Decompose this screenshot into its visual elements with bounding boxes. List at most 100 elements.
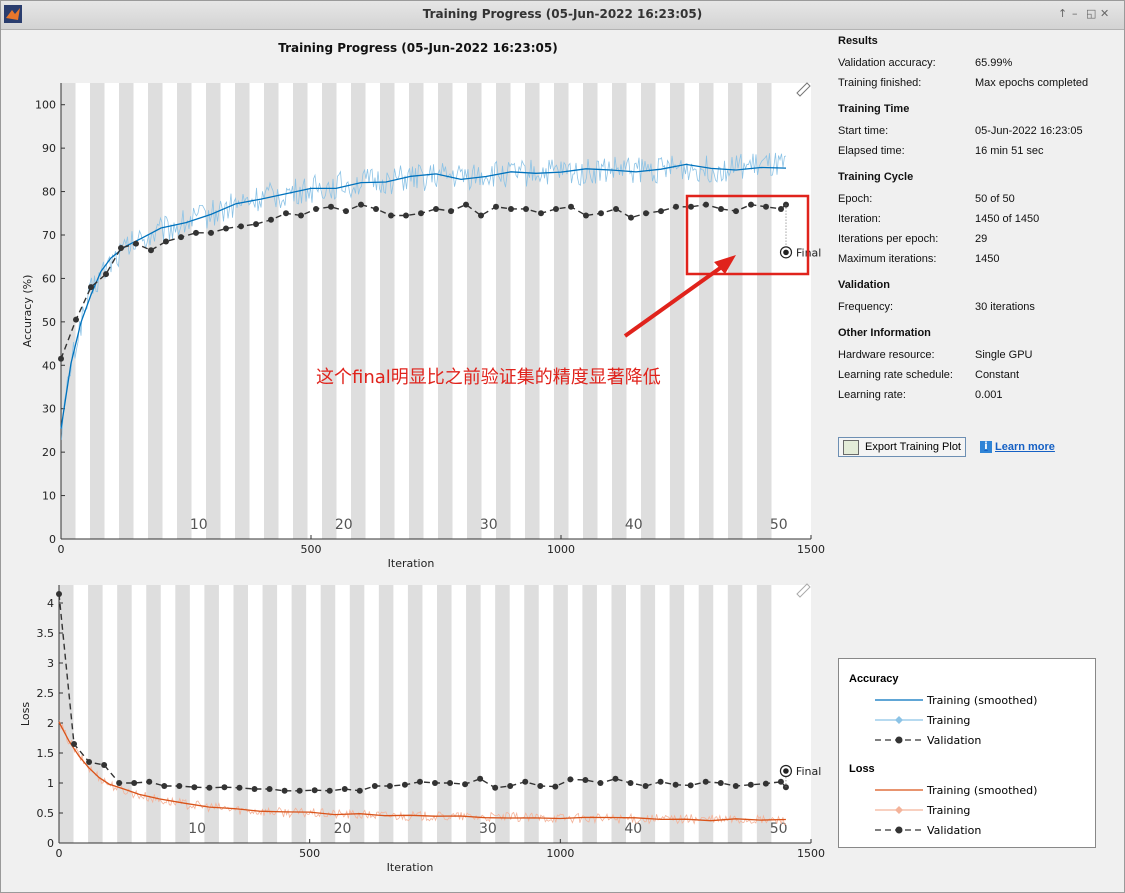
legend-acc-training: Training <box>875 710 970 730</box>
validation-point <box>73 316 79 323</box>
info-value: 50 of 50 <box>975 193 1015 205</box>
epoch-band <box>293 83 308 539</box>
legend-acc-smoothed: Training (smoothed) <box>875 690 1037 710</box>
validation-point <box>328 203 334 210</box>
validation-point <box>148 247 154 254</box>
validation-point <box>552 783 559 790</box>
training-time-section: Training Time Start time: 05-Jun-2022 16:… <box>838 103 1118 161</box>
legend-loss-validation-swatch <box>875 826 923 834</box>
validation-point <box>193 229 199 236</box>
arrow-head <box>714 255 736 274</box>
epoch-label: 20 <box>335 517 353 533</box>
y-tick-label: 1.5 <box>37 747 55 760</box>
validation-point <box>477 775 484 782</box>
validation-point <box>433 205 439 212</box>
epoch-label: 40 <box>625 517 643 533</box>
epoch-band <box>756 585 772 843</box>
epoch-band <box>291 585 307 843</box>
training-plots: Training Progress (05-Jun-2022 16:23:05)… <box>19 41 825 874</box>
validation-point <box>191 784 198 791</box>
accuracy-plot: 10 20 30 40 500 500 1000 1500010203040506070809… <box>21 83 825 570</box>
validation-point <box>88 284 94 291</box>
epoch-band <box>349 585 365 843</box>
validation-point <box>537 783 544 789</box>
export-plot-icon <box>843 439 859 455</box>
legend-loss-smoothed: Training (smoothed) <box>875 780 1037 800</box>
info-key: Epoch: <box>838 193 873 205</box>
close-icon[interactable]: ✕ <box>1100 7 1120 20</box>
epoch-band <box>262 585 278 843</box>
training-cycle-heading: Training Cycle <box>838 171 914 183</box>
epoch-band <box>204 585 219 843</box>
minimize-icon[interactable]: – <box>1072 7 1088 20</box>
x-tick-label: 0 <box>58 543 65 556</box>
matlab-icon <box>4 5 22 23</box>
legend-loss-heading: Loss <box>849 763 875 775</box>
epoch-label: 10 <box>190 517 208 533</box>
validation-point <box>703 201 709 208</box>
training-raw-line <box>59 720 787 826</box>
epoch-band <box>583 83 598 539</box>
results-section: Results Validation accuracy: 65.99% Train… <box>838 35 1118 93</box>
title-bar[interactable]: Training Progress (05-Jun-2022 16:23:05)… <box>1 1 1124 30</box>
epoch-band <box>640 585 656 843</box>
info-key: Frequency: <box>838 301 894 313</box>
final-marker-dot <box>783 249 789 256</box>
epoch-band <box>90 83 105 539</box>
accuracy-plot-edit-icon[interactable] <box>796 82 811 97</box>
y-tick-label: 50 <box>42 316 56 329</box>
legend-loss-training-swatch <box>875 806 923 814</box>
pin-icon[interactable]: ↑ <box>1058 7 1078 20</box>
epoch-band <box>148 83 163 539</box>
epoch-band <box>206 83 221 539</box>
plot-area <box>59 585 811 843</box>
validation-point <box>86 759 93 765</box>
validation-point <box>538 210 544 217</box>
validation-point <box>298 212 304 219</box>
epoch-band <box>553 585 568 843</box>
x-axis-label: Iteration <box>388 557 435 570</box>
loss-plot-edit-icon[interactable] <box>796 583 811 598</box>
validation-point <box>401 781 408 788</box>
validation-point <box>101 762 108 768</box>
legend-label: Training (smoothed) <box>927 783 1038 797</box>
final-label: Final <box>796 765 821 778</box>
epoch-band <box>670 83 685 539</box>
validation-point <box>341 786 348 792</box>
validation-point <box>553 205 559 212</box>
validation-point <box>418 210 424 217</box>
validation-point <box>103 271 109 278</box>
info-panel: Results Validation accuracy: 65.99% Train… <box>838 35 1118 415</box>
info-key: Iterations per epoch: <box>838 233 939 245</box>
epoch-label: 40 <box>624 821 642 837</box>
validation-point <box>403 212 409 219</box>
validation-point <box>251 786 258 792</box>
validation-point <box>747 781 754 788</box>
export-training-plot-button[interactable]: Export Training Plot <box>838 437 966 457</box>
legend-label: Training <box>927 803 971 817</box>
learn-more-link[interactable]: i Learn more <box>980 441 1055 453</box>
y-tick-label: 10 <box>42 490 56 503</box>
legend-label: Validation <box>927 733 982 747</box>
validation-point <box>58 355 64 362</box>
validation-point <box>236 784 243 791</box>
validation-point <box>116 780 123 786</box>
epoch-band <box>61 83 76 539</box>
epoch-band <box>378 585 394 843</box>
x-tick-label: 0 <box>56 847 63 860</box>
validation-point <box>131 780 138 786</box>
epoch-band <box>175 585 190 843</box>
validation-point <box>523 205 529 212</box>
epoch-label: 30 <box>479 821 497 837</box>
validation-point <box>612 775 619 782</box>
validation-point <box>627 780 634 786</box>
y-tick-label: 1 <box>47 777 54 790</box>
y-tick-label: 3.5 <box>37 627 55 640</box>
maximize-icon[interactable]: ◱ <box>1086 7 1107 20</box>
validation-point <box>432 780 438 786</box>
x-tick-label: 1500 <box>797 847 825 860</box>
epoch-band <box>466 585 481 843</box>
info-value: 1450 <box>975 253 1000 265</box>
learn-more-label: Learn more <box>995 441 1055 453</box>
